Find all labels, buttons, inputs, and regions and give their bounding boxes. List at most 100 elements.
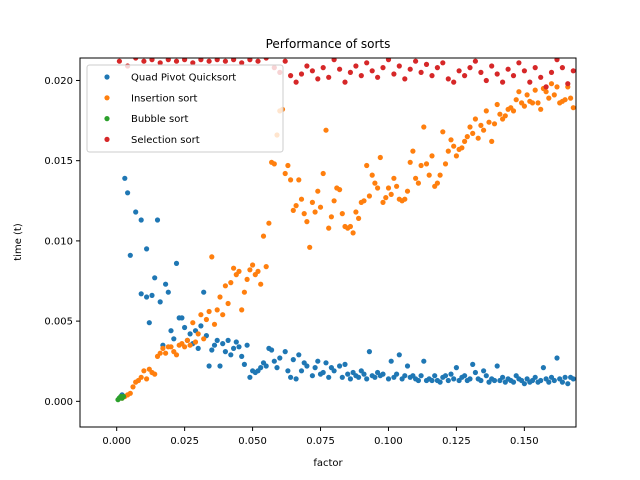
data-point (195, 331, 201, 337)
data-point (554, 84, 560, 90)
data-point (481, 368, 487, 374)
data-point (375, 74, 381, 80)
data-point (326, 374, 332, 380)
data-point (402, 76, 408, 82)
data-point (239, 60, 245, 66)
data-point (546, 95, 552, 101)
data-point (173, 352, 180, 358)
data-point (410, 148, 416, 154)
data-point (462, 138, 468, 144)
data-point (510, 73, 517, 79)
data-point (404, 188, 411, 194)
data-point (548, 69, 555, 75)
data-point (214, 337, 220, 343)
data-point (244, 342, 250, 348)
data-point (157, 350, 163, 356)
data-point (356, 374, 362, 380)
data-point (241, 289, 247, 295)
data-point (483, 108, 489, 114)
data-point (263, 58, 269, 61)
data-point (168, 328, 174, 334)
data-point (418, 373, 424, 379)
data-point (396, 352, 402, 358)
series-3 (116, 58, 576, 90)
data-point (380, 371, 386, 377)
data-point (160, 345, 166, 351)
data-point (372, 374, 378, 380)
data-point (394, 371, 400, 377)
data-point (369, 172, 375, 178)
data-point (551, 92, 557, 98)
data-point (494, 101, 500, 108)
data-point (211, 342, 218, 348)
data-point (478, 377, 484, 384)
chart-title: Performance of sorts (266, 37, 391, 51)
data-point (456, 68, 462, 74)
data-point (418, 69, 424, 75)
data-point (413, 175, 419, 181)
data-point (282, 170, 288, 177)
data-point (171, 336, 177, 342)
data-point (255, 58, 261, 64)
y-tick-label: 0.000 (44, 397, 73, 408)
legend-label: Quad Pivot Quicksort (131, 73, 236, 84)
data-point (356, 215, 362, 221)
data-point (157, 299, 163, 305)
x-tick-label: 0.100 (374, 436, 403, 447)
data-point (122, 175, 128, 181)
data-point (298, 71, 305, 77)
data-point (429, 73, 435, 79)
data-point (190, 320, 196, 326)
data-point (173, 260, 180, 266)
x-axis-label: factor (313, 458, 343, 469)
data-point (345, 371, 351, 377)
data-point (375, 185, 381, 191)
data-point (231, 345, 237, 351)
data-point (437, 172, 443, 178)
data-point (559, 379, 566, 385)
data-point (470, 361, 476, 367)
data-point (366, 349, 372, 355)
data-point (453, 365, 459, 371)
y-tick-label: 0.005 (44, 317, 73, 328)
data-point (141, 368, 147, 374)
data-point (326, 225, 332, 231)
legend: Quad Pivot Quicksort Insertion sort Bubble… (86, 64, 284, 153)
data-point (361, 198, 367, 204)
data-point (486, 119, 492, 125)
data-point (138, 291, 144, 297)
data-point (467, 124, 473, 130)
data-point (206, 58, 212, 64)
data-point (309, 68, 315, 74)
data-point (304, 63, 310, 69)
data-point (478, 122, 484, 128)
data-point (258, 365, 264, 371)
data-point (263, 363, 269, 369)
legend-marker (104, 136, 110, 142)
data-point (190, 60, 196, 66)
data-point (290, 207, 296, 213)
data-point (423, 61, 430, 67)
x-tick-label: 0.000 (102, 436, 131, 447)
data-point (434, 180, 440, 186)
legend-label: Insertion sort (131, 93, 198, 104)
data-point (521, 68, 528, 74)
data-point (516, 60, 522, 66)
y-axis-label: time (t) (13, 223, 24, 261)
legend-marker (104, 95, 110, 101)
data-point (127, 390, 133, 396)
data-point (236, 344, 242, 350)
data-point (448, 371, 454, 377)
data-point (500, 374, 506, 380)
data-point (491, 121, 498, 127)
data-point (396, 63, 402, 69)
data-point (247, 58, 253, 63)
data-point (462, 373, 468, 379)
data-point (168, 344, 174, 350)
data-point (554, 58, 560, 63)
y-axis: 0.000 0.005 0.010 0.015 0.020 (44, 76, 80, 408)
data-point (163, 350, 169, 356)
data-point (277, 355, 283, 361)
data-point (337, 66, 343, 72)
x-tick-label: 0.125 (442, 436, 471, 447)
